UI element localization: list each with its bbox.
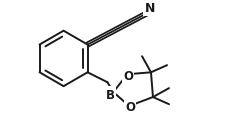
Text: B: B bbox=[106, 88, 115, 101]
Text: O: O bbox=[123, 69, 133, 82]
Text: O: O bbox=[125, 101, 135, 114]
Text: N: N bbox=[145, 2, 155, 15]
